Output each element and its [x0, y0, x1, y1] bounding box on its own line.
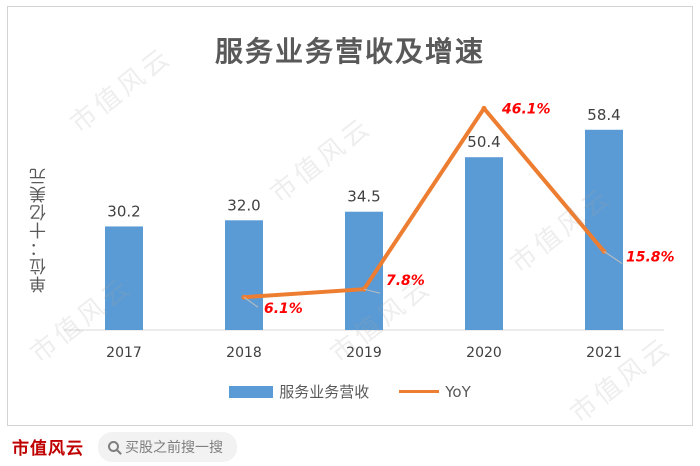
brand-logo: 市值风云 — [12, 439, 84, 459]
bar-value-label: 58.4 — [587, 106, 620, 124]
search-box[interactable]: 买股之前搜一搜 — [98, 431, 237, 462]
yoy-leader-line — [363, 288, 381, 294]
bar-value-label: 32.0 — [227, 196, 260, 214]
search-icon — [108, 441, 119, 452]
bar-value-label: 50.4 — [467, 133, 500, 151]
x-tick-label: 2018 — [226, 345, 262, 361]
yoy-leader-line — [603, 251, 623, 264]
bar-value-label: 34.5 — [347, 188, 380, 206]
legend-swatch-line — [399, 390, 440, 393]
legend: 服务业务营收 YoY — [0, 381, 700, 402]
x-tick-label: 2020 — [466, 345, 502, 361]
yoy-data-label: 15.8% — [626, 249, 675, 265]
yoy-series-line — [243, 106, 606, 300]
legend-label-yoy: YoY — [445, 382, 471, 401]
bar — [585, 129, 623, 330]
bar — [465, 157, 503, 330]
legend-label-revenue: 服务业务营收 — [279, 383, 370, 401]
search-text: 买股之前搜一搜 — [125, 439, 223, 456]
chart-title: 服务业务营收及增速 — [214, 35, 485, 68]
legend-item-revenue: 服务业务营收 — [229, 381, 369, 402]
x-tick-label: 2017 — [106, 345, 142, 361]
yoy-data-label: 7.8% — [386, 273, 425, 289]
x-tick-label: 2019 — [346, 345, 382, 361]
yoy-data-label: 46.1% — [501, 101, 551, 117]
legend-item-yoy: YoY — [399, 383, 471, 401]
yoy-point — [481, 105, 487, 111]
footer: 市值风云 买股之前搜一搜 — [0, 427, 700, 466]
yoy-leader-line — [243, 296, 259, 308]
x-tick-label: 2021 — [586, 345, 622, 361]
bar — [225, 220, 263, 330]
bar-value-label: 30.2 — [107, 202, 140, 220]
yoy-data-label: 6.1% — [264, 301, 303, 317]
bar — [105, 226, 143, 330]
legend-swatch-bar — [229, 385, 274, 398]
